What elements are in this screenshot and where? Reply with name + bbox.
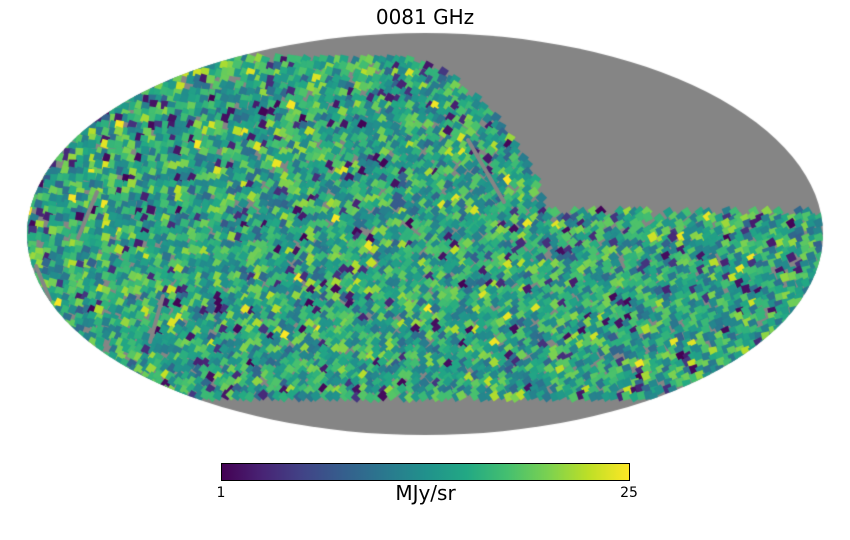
colorbar-tick-min: 1 xyxy=(216,485,226,501)
colorbar xyxy=(221,463,630,481)
colorbar-unit-label: MJy/sr xyxy=(395,481,456,505)
colorbar-tick-max: 25 xyxy=(620,485,638,501)
